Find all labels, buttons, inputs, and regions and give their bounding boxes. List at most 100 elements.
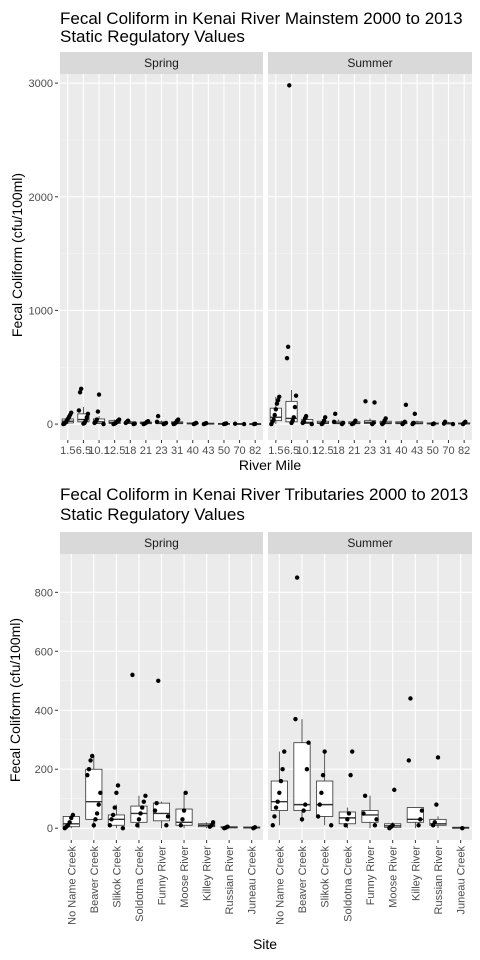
data-point: [419, 808, 425, 813]
x-tick-label: 43: [202, 445, 214, 457]
x-tick-label: Killey River: [410, 846, 422, 901]
x-tick-label: Funny River: [157, 846, 169, 906]
data-point: [94, 811, 100, 816]
x-tick-label: 31: [380, 445, 392, 457]
y-tick-label: 3000: [29, 78, 53, 90]
data-point: [333, 411, 338, 417]
x-tick-label: Russian River: [224, 846, 236, 915]
data-point: [86, 767, 92, 772]
data-point: [406, 758, 412, 763]
data-point: [362, 793, 368, 798]
x-tick-label: 23: [155, 445, 167, 457]
plot-area: 0 200 400 600 800 Spring No Name Creek Beaver C…: [35, 532, 472, 925]
data-point: [154, 419, 160, 425]
data-point: [152, 808, 158, 813]
data-point: [304, 767, 310, 772]
x-tick-label: 6.5: [284, 445, 299, 457]
data-point: [132, 421, 137, 426]
x-tick-label: 70: [442, 445, 454, 457]
mainstem-chart: Fecal Coliform in Kenai River Mainstem 2…: [9, 9, 472, 473]
facet-strip: [60, 532, 263, 554]
data-point: [408, 696, 413, 701]
x-tick-label: 12.5: [104, 445, 125, 457]
x-tick-label: 1.5: [268, 445, 283, 457]
data-point: [285, 344, 291, 349]
data-point: [91, 823, 97, 828]
data-point: [390, 823, 395, 828]
x-tick-label: Killey River: [202, 846, 214, 901]
x-tick-label: 18: [124, 445, 136, 457]
x-tick-label: 10.1: [297, 445, 318, 457]
data-point: [154, 800, 159, 806]
data-point: [320, 772, 326, 778]
x-tick-label: Juneau Creek: [247, 846, 259, 915]
y-tick-label: 400: [35, 705, 53, 717]
data-point: [155, 413, 161, 419]
chart-title-line2: Static Regulatory Values: [60, 505, 245, 524]
data-point: [315, 814, 321, 819]
data-point: [372, 400, 377, 405]
data-point: [463, 419, 468, 425]
x-tick-label: Soldotna Creek: [342, 846, 354, 922]
x-tick-label: 21: [348, 445, 360, 457]
data-point: [287, 83, 292, 88]
box: [316, 780, 334, 817]
data-point: [70, 812, 76, 818]
x-axis-title: River Mile: [239, 457, 301, 473]
data-point: [291, 415, 296, 420]
y-tick-label: 200: [35, 764, 53, 776]
data-point: [383, 416, 388, 421]
data-point: [301, 808, 306, 813]
facet-strip-label: Spring: [144, 56, 179, 70]
data-point: [293, 393, 299, 398]
data-point: [120, 826, 126, 831]
facet-strip: [60, 52, 263, 74]
data-point: [431, 421, 437, 426]
data-point: [163, 420, 169, 426]
x-tick-label: Funny River: [365, 846, 377, 906]
data-point: [78, 386, 84, 392]
data-point: [340, 420, 346, 426]
data-point: [303, 802, 308, 807]
data-point: [67, 820, 72, 825]
chart-title-line2: Static Regulatory Values: [60, 27, 245, 46]
data-point: [210, 820, 216, 825]
data-point: [115, 783, 121, 788]
data-point: [164, 823, 169, 828]
data-point: [371, 420, 376, 426]
data-point: [412, 411, 418, 417]
facet-strip-label: Spring: [144, 536, 179, 550]
data-point: [361, 811, 366, 816]
data-point: [348, 772, 353, 778]
y-tick-label: 600: [35, 646, 53, 658]
y-tick-label: 0: [47, 823, 53, 835]
x-axis-title: Site: [253, 936, 277, 952]
y-axis-title: Fecal Coliform (cfu/100ml): [9, 173, 25, 337]
data-point: [432, 820, 437, 825]
data-point: [138, 811, 143, 816]
data-point: [98, 790, 103, 796]
data-point: [178, 823, 184, 828]
x-tick-label: 40: [187, 445, 199, 457]
y-tick-label: 1000: [29, 305, 53, 317]
chart-title-line1: Fecal Coliform in Kenai River Mainstem 2…: [60, 9, 463, 28]
data-point: [101, 421, 106, 427]
data-point: [309, 421, 314, 427]
x-tick-label: Slikok Creek: [111, 846, 123, 908]
data-point: [96, 802, 101, 807]
data-point: [280, 767, 285, 772]
x-tick-label: 21: [140, 445, 152, 457]
data-point: [141, 799, 147, 804]
data-point: [125, 418, 131, 423]
data-point: [321, 418, 327, 423]
data-point: [392, 787, 397, 793]
data-point: [225, 824, 230, 829]
x-tick-label: Moose River: [388, 846, 400, 908]
data-point: [293, 716, 298, 722]
data-point: [418, 817, 423, 822]
box: [361, 810, 379, 823]
x-tick-label: 50: [427, 445, 439, 457]
data-point: [272, 412, 277, 418]
data-point: [273, 407, 279, 412]
